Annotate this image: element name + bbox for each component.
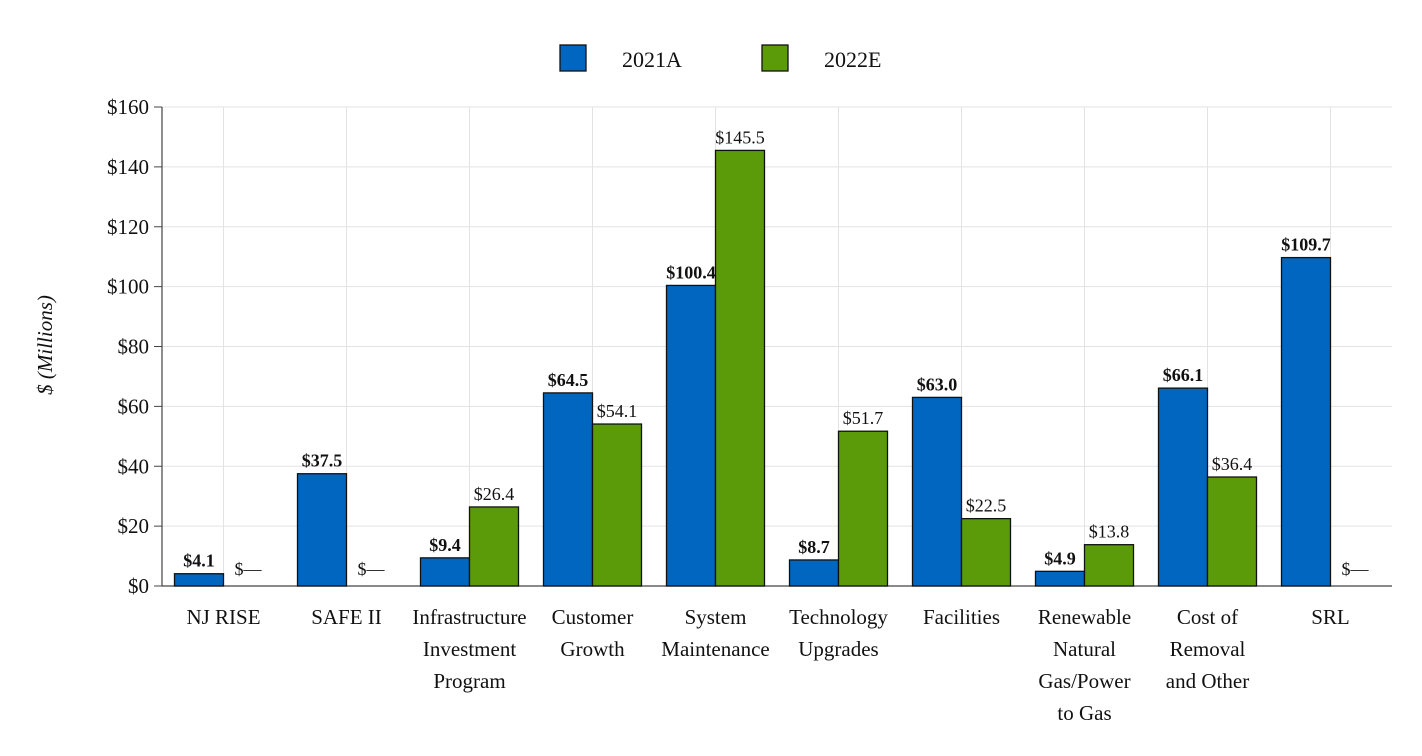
x-category-label: SRL bbox=[1311, 605, 1350, 629]
bar-2022e bbox=[837, 430, 889, 587]
data-label-2022e: $— bbox=[358, 559, 386, 579]
bar-2022e bbox=[1206, 476, 1258, 587]
y-tick-label: $140 bbox=[107, 155, 149, 179]
bar-2022e bbox=[591, 423, 643, 587]
y-tick-label: $100 bbox=[107, 275, 149, 299]
bar-2021a bbox=[1034, 570, 1086, 587]
data-label-2022e: $36.4 bbox=[1212, 454, 1253, 474]
x-category-label: Technology Upgrades bbox=[789, 605, 888, 661]
data-label-2022e: $26.4 bbox=[474, 484, 515, 504]
data-label-2021a: $109.7 bbox=[1281, 235, 1331, 255]
data-label-2021a: $66.1 bbox=[1163, 365, 1204, 385]
legend-label-2022e: 2022E bbox=[824, 47, 881, 72]
data-label-2021a: $4.1 bbox=[183, 551, 215, 571]
data-label-2021a: $4.9 bbox=[1044, 548, 1076, 568]
data-label-2022e: $— bbox=[235, 559, 263, 579]
x-category-label: Infrastructure Investment Program bbox=[412, 605, 526, 693]
y-tick-label: $80 bbox=[118, 335, 150, 359]
bar-2021a bbox=[1280, 256, 1332, 587]
x-category-label: NJ RISE bbox=[186, 605, 260, 629]
y-tick-label: $160 bbox=[107, 95, 149, 119]
bar-2021a bbox=[911, 396, 963, 587]
data-label-2021a: $9.4 bbox=[429, 535, 461, 555]
data-label-2021a: $37.5 bbox=[302, 451, 343, 471]
data-labels: $4.1 $— $37.5 $— $9.4 $26.4 $64.5 $54.1 $100.4 $1… bbox=[183, 127, 1369, 579]
bar-2022e bbox=[714, 149, 766, 587]
x-category-label: System Maintenance bbox=[661, 605, 769, 661]
bars bbox=[173, 149, 1332, 587]
bar-2021a bbox=[665, 284, 717, 587]
y-tick-label: $120 bbox=[107, 215, 149, 239]
data-label-2022e: $13.8 bbox=[1089, 522, 1130, 542]
legend-swatch-2021a bbox=[559, 44, 587, 72]
y-tick-labels: $0 $20 $40 $60 $80 $100 $120 $140 $160 bbox=[107, 95, 149, 598]
x-category-label: Facilities bbox=[923, 605, 1000, 629]
data-label-2022e: $145.5 bbox=[715, 127, 765, 147]
bar-2021a bbox=[1157, 387, 1209, 587]
x-category-labels: NJ RISE SAFE II Infrastructure Investment Pr… bbox=[186, 605, 1349, 725]
bar-2022e bbox=[468, 506, 520, 587]
y-axis-label: $ (Millions) bbox=[33, 295, 57, 395]
y-tick-label: $40 bbox=[118, 454, 150, 478]
data-label-2022e: $51.7 bbox=[843, 408, 884, 428]
bar-2021a bbox=[542, 392, 594, 587]
bar-2022e bbox=[960, 517, 1012, 587]
bar-2021a bbox=[419, 557, 471, 587]
x-category-label: Renewable Natural Gas/Power to Gas bbox=[1038, 605, 1131, 725]
data-label-2021a: $8.7 bbox=[798, 537, 830, 557]
x-category-label: SAFE II bbox=[311, 605, 382, 629]
y-tick-label: $0 bbox=[128, 574, 149, 598]
x-category-label: Customer Growth bbox=[552, 605, 634, 661]
legend: 2021A 2022E bbox=[559, 44, 881, 72]
data-label-2022e: $54.1 bbox=[597, 401, 638, 421]
x-category-label: Cost of Removal and Other bbox=[1166, 605, 1249, 693]
y-tick-label: $20 bbox=[118, 514, 150, 538]
legend-swatch-2022e bbox=[761, 44, 789, 72]
data-label-2021a: $64.5 bbox=[548, 370, 589, 390]
legend-label-2021a: 2021A bbox=[622, 47, 682, 72]
data-label-2021a: $100.4 bbox=[666, 262, 716, 282]
bar-2021a bbox=[296, 473, 348, 587]
data-label-2022e: $— bbox=[1342, 559, 1370, 579]
bar-2021a bbox=[173, 573, 225, 587]
data-label-2021a: $63.0 bbox=[917, 374, 958, 394]
data-label-2022e: $22.5 bbox=[966, 496, 1007, 516]
bar-2021a bbox=[788, 559, 840, 587]
y-tick-label: $60 bbox=[118, 394, 150, 418]
bar-2022e bbox=[1083, 544, 1135, 587]
